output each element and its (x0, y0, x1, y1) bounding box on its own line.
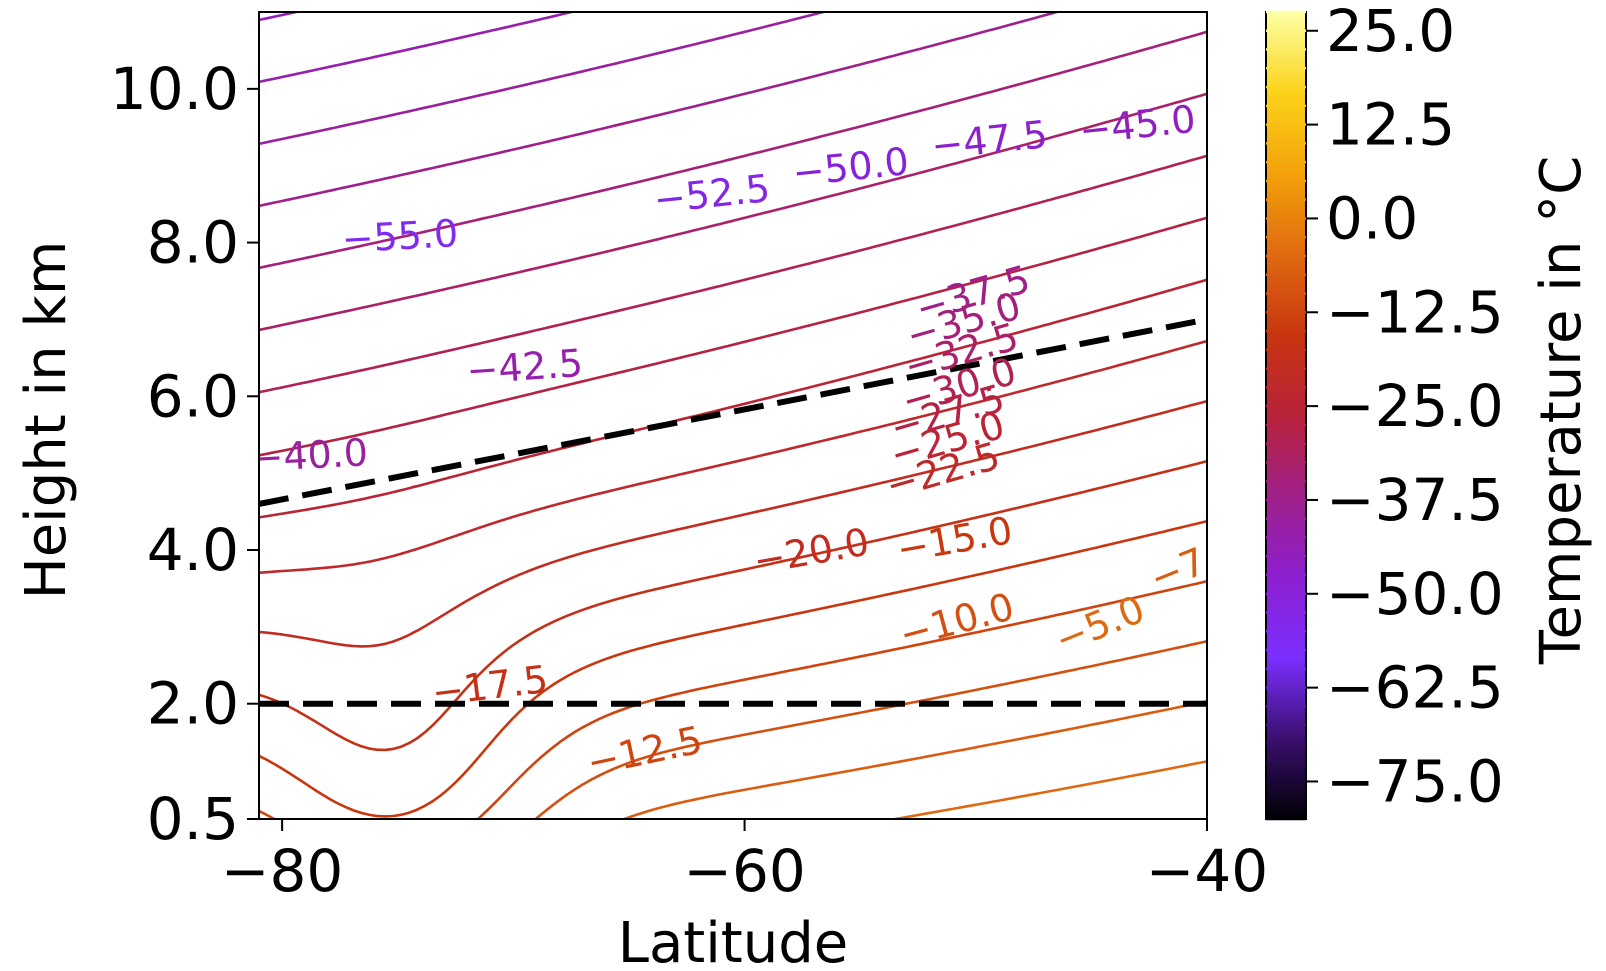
x-axis-title: Latitude (618, 911, 848, 971)
y-tick-label: 2.0 (147, 670, 239, 738)
contour-line (259, 12, 298, 22)
colorbar: 25.0 12.5 0.0 −12.5 −25.0 −37.5 −50.0 −62.5 −75.… (1265, 0, 1594, 821)
x-tick-label: −80 (221, 837, 343, 905)
contour-label: −40.0 (250, 430, 369, 480)
contour-label: −55.0 (341, 211, 460, 261)
colorbar-tick-label: −12.5 (1326, 278, 1504, 346)
contour-label: −12.5 (583, 718, 706, 785)
reference-lines (259, 316, 1207, 707)
y-tick-label: 6.0 (147, 362, 239, 430)
contour-line (259, 30, 1207, 270)
contour-line (259, 12, 825, 146)
contour-line (259, 579, 1207, 819)
colorbar-title: Temperature in °C (1529, 156, 1594, 665)
contour-label: −7.5 (1143, 525, 1245, 600)
contour-lines (259, 12, 1207, 819)
colorbar-bar (1265, 11, 1307, 820)
y-axis-title: Height in km (14, 241, 79, 600)
contour-line (259, 12, 1059, 208)
y-tick-label: 10.0 (110, 55, 239, 123)
contour-line (259, 339, 1207, 575)
x-tick-label: −60 (683, 837, 805, 905)
contour-line (259, 154, 1207, 394)
y-tick-label: 0.5 (147, 785, 239, 853)
contour-label: −50.0 (790, 139, 910, 195)
dashed-reference-line (259, 316, 1207, 507)
colorbar-tick-label: 25.0 (1326, 0, 1455, 65)
contour-line (259, 92, 1207, 332)
contour-label: −47.5 (929, 112, 1049, 168)
contour-label: −15.0 (893, 508, 1015, 572)
contour-line (259, 399, 1207, 648)
colorbar-tick-label: −25.0 (1326, 372, 1504, 440)
colorbar-tick-label: −75.0 (1326, 747, 1504, 815)
colorbar-tick-label: 12.5 (1326, 91, 1455, 159)
contour-label: −42.5 (465, 341, 584, 393)
x-axis: −80 −60 −40 (221, 819, 1268, 905)
colorbar-tick-label: −37.5 (1326, 466, 1504, 534)
y-axis: 0.5 2.0 4.0 6.0 8.0 10.0 (110, 55, 259, 853)
x-tick-label: −40 (1146, 837, 1268, 905)
y-tick-label: 4.0 (147, 516, 239, 584)
y-tick-label: 8.0 (147, 209, 239, 277)
contour-line (894, 760, 1207, 819)
plot-frame (258, 11, 1208, 820)
colorbar-ticks: 25.0 12.5 0.0 −12.5 −25.0 −37.5 −50.0 −62.5 −75.… (1266, 0, 1504, 821)
contour-line (259, 278, 1207, 519)
contour-label: −5.0 (1049, 587, 1151, 662)
contour-line (259, 519, 1207, 818)
contour-label: −20.0 (750, 520, 872, 584)
plot-area: −55.0−52.5 −50.0 −47.5 −45.0−42.5−40.0−37.5… (250, 12, 1245, 819)
contour-line (259, 12, 573, 84)
colorbar-tick-label: 0.0 (1326, 184, 1418, 252)
contour-label: −45.0 (1077, 97, 1197, 153)
contour-labels: −55.0−52.5 −50.0 −47.5 −45.0−42.5−40.0−37.5… (250, 97, 1245, 785)
colorbar-tick-label: −62.5 (1326, 654, 1504, 722)
contour-line (259, 216, 1207, 457)
contour-label: −10.0 (895, 584, 1019, 657)
colorbar-tick-label: −50.0 (1326, 560, 1504, 628)
contour-line (623, 700, 1207, 819)
